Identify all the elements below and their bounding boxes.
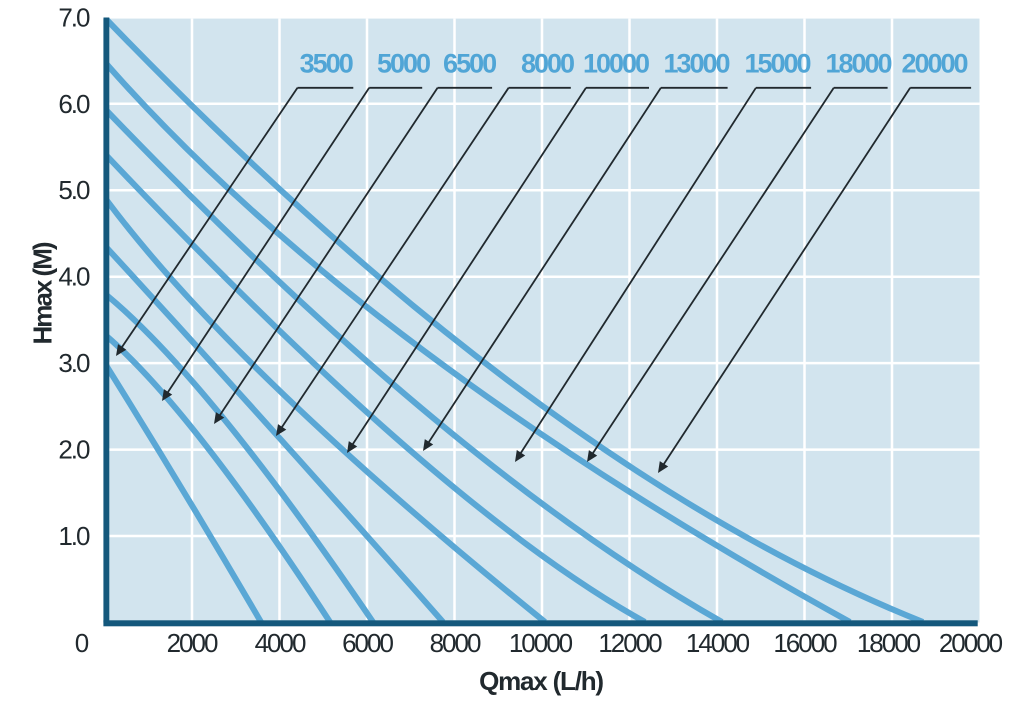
svg-text:8000: 8000 [521,49,574,79]
svg-text:10000: 10000 [509,628,573,658]
svg-text:7.0: 7.0 [58,2,90,32]
svg-text:2000: 2000 [167,628,218,658]
svg-text:15000: 15000 [744,49,810,79]
svg-text:18000: 18000 [825,49,891,79]
svg-text:5.0: 5.0 [58,175,90,205]
svg-text:Hmax (M): Hmax (M) [28,242,58,344]
svg-text:0: 0 [75,628,89,658]
svg-text:3500: 3500 [300,49,353,79]
svg-text:4000: 4000 [255,628,306,658]
svg-text:18000: 18000 [857,628,921,658]
svg-text:20000: 20000 [901,49,967,79]
svg-text:3.0: 3.0 [58,348,90,378]
svg-text:13000: 13000 [663,49,729,79]
svg-text:6500: 6500 [443,49,496,79]
svg-text:20000: 20000 [939,628,1003,658]
svg-text:4.0: 4.0 [58,262,90,292]
svg-text:8000: 8000 [430,628,481,658]
svg-text:Qmax (L/h): Qmax (L/h) [479,666,603,696]
svg-text:14000: 14000 [686,628,750,658]
svg-text:12000: 12000 [598,628,662,658]
svg-text:2.0: 2.0 [58,435,90,465]
svg-text:10000: 10000 [583,49,649,79]
svg-text:1.0: 1.0 [58,521,90,551]
svg-text:6000: 6000 [342,628,393,658]
svg-text:6.0: 6.0 [58,89,90,119]
svg-text:16000: 16000 [773,628,837,658]
svg-text:5000: 5000 [377,49,430,79]
